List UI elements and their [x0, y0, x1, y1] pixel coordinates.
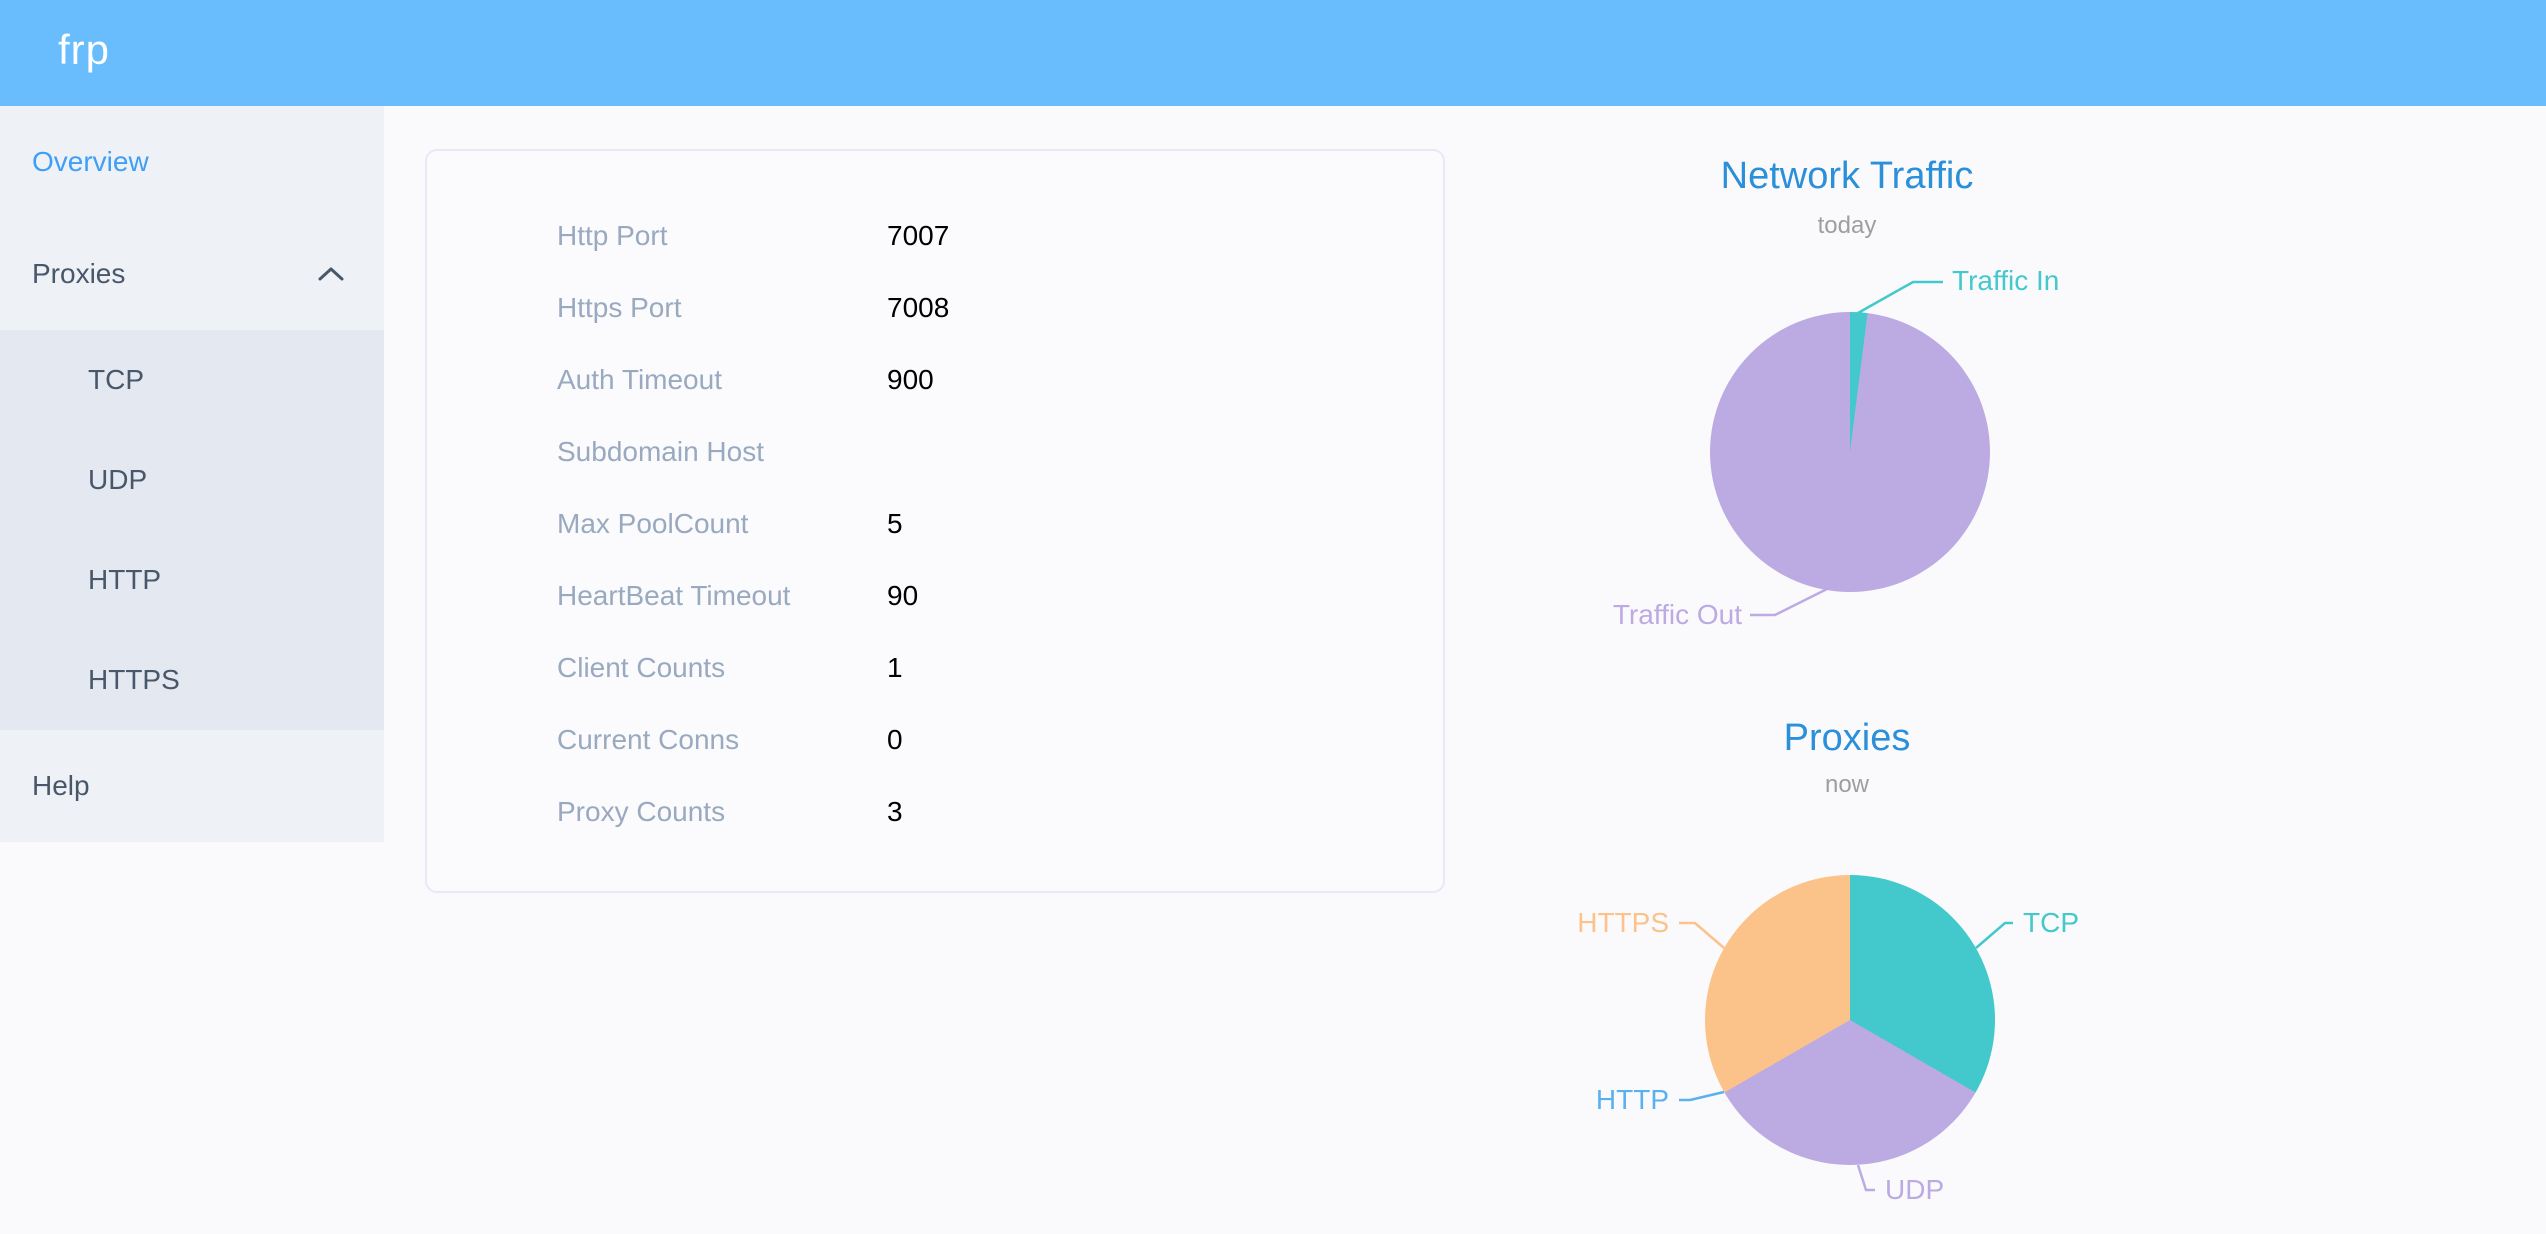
- sidebar-item-http[interactable]: HTTP: [88, 564, 162, 595]
- sidebar-item-proxies-label: Proxies: [32, 258, 126, 289]
- sidebar-item-help-label: Help: [32, 770, 90, 801]
- proxies-chart-subtitle: now: [1824, 771, 1870, 798]
- info-value: 1: [887, 652, 903, 683]
- leader-line-traffic-out: [1750, 583, 1836, 617]
- sidebar-item-help[interactable]: Help: [0, 730, 384, 842]
- sidebar-menu: Overview Proxies TCP UDP HTTP HTTPS Help: [0, 106, 384, 842]
- info-value: 90: [887, 580, 919, 611]
- info-row-proxy-counts: Proxy Counts 3: [427, 776, 1443, 848]
- sidebar-item-overview-label: Overview: [32, 146, 149, 177]
- proxies-pie-chart[interactable]: [1705, 875, 1995, 1165]
- server-info-rows: Http Port 7007 Https Port 7008 Auth Time…: [427, 200, 1443, 848]
- info-label: Current Conns: [557, 724, 740, 755]
- info-label: HeartBeat Timeout: [557, 580, 791, 611]
- chevron-up-icon: [318, 267, 344, 281]
- info-label: Https Port: [557, 292, 682, 323]
- info-row-current-conns: Current Conns 0: [427, 704, 1443, 776]
- app-logo: frp: [58, 26, 111, 73]
- info-label: Client Counts: [557, 652, 726, 683]
- info-row-client-counts: Client Counts 1: [427, 632, 1443, 704]
- network-traffic-chart-title: Network Traffic: [1720, 155, 1974, 197]
- app-header: frp: [0, 0, 2546, 106]
- sidebar-item-udp[interactable]: UDP: [88, 464, 148, 495]
- pie-label-http: HTTP: [1595, 1084, 1669, 1115]
- pie-label-https: HTTPS: [1577, 907, 1669, 938]
- sidebar-proxies-submenu: TCP UDP HTTP HTTPS: [0, 330, 384, 730]
- sidebar-item-overview[interactable]: Overview: [0, 106, 384, 218]
- info-row-http-port: Http Port 7007: [427, 200, 1443, 272]
- pie-label-traffic-out: Traffic Out: [1612, 599, 1742, 630]
- leader-line-udp: [1856, 1164, 1875, 1192]
- leader-line-http: [1679, 1090, 1725, 1102]
- info-label: Max PoolCount: [557, 508, 749, 539]
- server-info-card: Http Port 7007 Https Port 7008 Auth Time…: [425, 149, 1445, 893]
- info-value: 5: [887, 508, 903, 539]
- info-label: Subdomain Host: [557, 436, 765, 467]
- info-row-subdomain-host: Subdomain Host: [427, 416, 1443, 488]
- info-row-auth-timeout: Auth Timeout 900: [427, 344, 1443, 416]
- sidebar-item-tcp[interactable]: TCP: [88, 364, 144, 395]
- network-traffic-chart-subtitle: today: [1817, 212, 1877, 239]
- info-label: Auth Timeout: [557, 364, 722, 395]
- sidebar-item-https[interactable]: HTTPS: [88, 664, 180, 695]
- info-row-max-poolcount: Max PoolCount 5: [427, 488, 1443, 560]
- pie-label-traffic-in: Traffic In: [1952, 265, 2060, 296]
- info-row-heartbeat-timeout: HeartBeat Timeout 90: [427, 560, 1443, 632]
- leader-line-traffic-in: [1857, 280, 1943, 315]
- pie-label-tcp: TCP: [2023, 907, 2079, 938]
- leader-line-tcp: [1975, 921, 2013, 949]
- pie-label-udp: UDP: [1885, 1174, 1945, 1205]
- proxies-chart-title: Proxies: [1783, 717, 1911, 759]
- info-value: 0: [887, 724, 903, 755]
- network-traffic-pie-chart[interactable]: [1710, 312, 1990, 592]
- info-value: 7007: [887, 220, 950, 251]
- info-value: 7008: [887, 292, 950, 323]
- leader-line-https: [1679, 921, 1725, 949]
- sidebar-item-proxies[interactable]: Proxies: [0, 218, 384, 330]
- info-value: 3: [887, 796, 903, 827]
- info-value: 900: [887, 364, 934, 395]
- info-label: Proxy Counts: [557, 796, 726, 827]
- info-row-https-port: Https Port 7008: [427, 272, 1443, 344]
- info-label: Http Port: [557, 220, 668, 251]
